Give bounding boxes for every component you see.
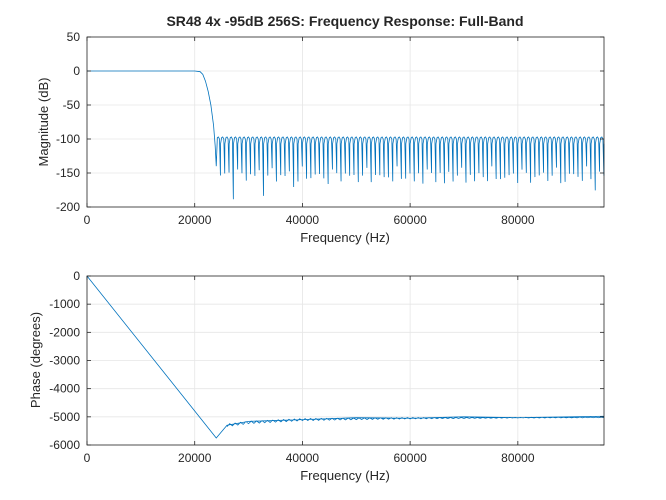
magnitude-ytick-label: 0 <box>73 64 80 78</box>
figure-title: SR48 4x -95dB 256S: Frequency Response: … <box>166 13 523 29</box>
phase-xtick-label: 80000 <box>501 451 535 465</box>
magnitude-xtick-label: 20000 <box>178 213 212 227</box>
magnitude-plot-area <box>87 37 604 207</box>
magnitude-ytick-label: -100 <box>56 132 80 146</box>
phase-ytick-label: -5000 <box>49 410 80 424</box>
phase-xtick-label: 40000 <box>286 451 320 465</box>
magnitude-response-line <box>87 70 605 200</box>
phase-ytick-label: -3000 <box>49 354 80 368</box>
phase-plot: 0 20000 40000 60000 80000 -6000 -5000 -4000 -300… <box>28 269 605 483</box>
magnitude-xlabel: Frequency (Hz) <box>300 230 390 245</box>
phase-ytick-label: 0 <box>73 269 80 283</box>
phase-ytick-label: -1000 <box>49 297 80 311</box>
phase-ytick-label: -4000 <box>49 382 80 396</box>
magnitude-xtick-label: 0 <box>84 213 91 227</box>
phase-ticks: 0 20000 40000 60000 80000 -6000 -5000 -4000 -300… <box>49 269 604 465</box>
magnitude-ylabel: Magnitude (dB) <box>36 78 51 167</box>
phase-xlabel: Frequency (Hz) <box>300 468 390 483</box>
magnitude-ytick-label: -50 <box>63 98 81 112</box>
phase-ytick-label: -2000 <box>49 325 80 339</box>
magnitude-plot: 0 20000 40000 60000 80000-200-150-100-50050 … <box>36 30 605 245</box>
magnitude-ytick-label: 50 <box>67 30 81 44</box>
magnitude-ytick-label: -200 <box>56 200 80 214</box>
phase-xtick-label: 60000 <box>393 451 427 465</box>
phase-ytick-label: -6000 <box>49 438 80 452</box>
magnitude-xtick-label: 40000 <box>286 213 320 227</box>
magnitude-ticks: 0 20000 40000 60000 80000 -200 -150 -100 -50 0 50 <box>56 30 604 227</box>
magnitude-xtick-label: 80000 <box>501 213 535 227</box>
magnitude-axes-box <box>86 36 605 208</box>
magnitude-ytick-label: -150 <box>56 166 80 180</box>
phase-xtick-label: 20000 <box>178 451 212 465</box>
phase-xtick-label: 0 <box>84 451 91 465</box>
magnitude-xtick-label: 60000 <box>393 213 427 227</box>
phase-ylabel: Phase (degrees) <box>28 312 43 408</box>
phase-response-line <box>86 275 605 439</box>
